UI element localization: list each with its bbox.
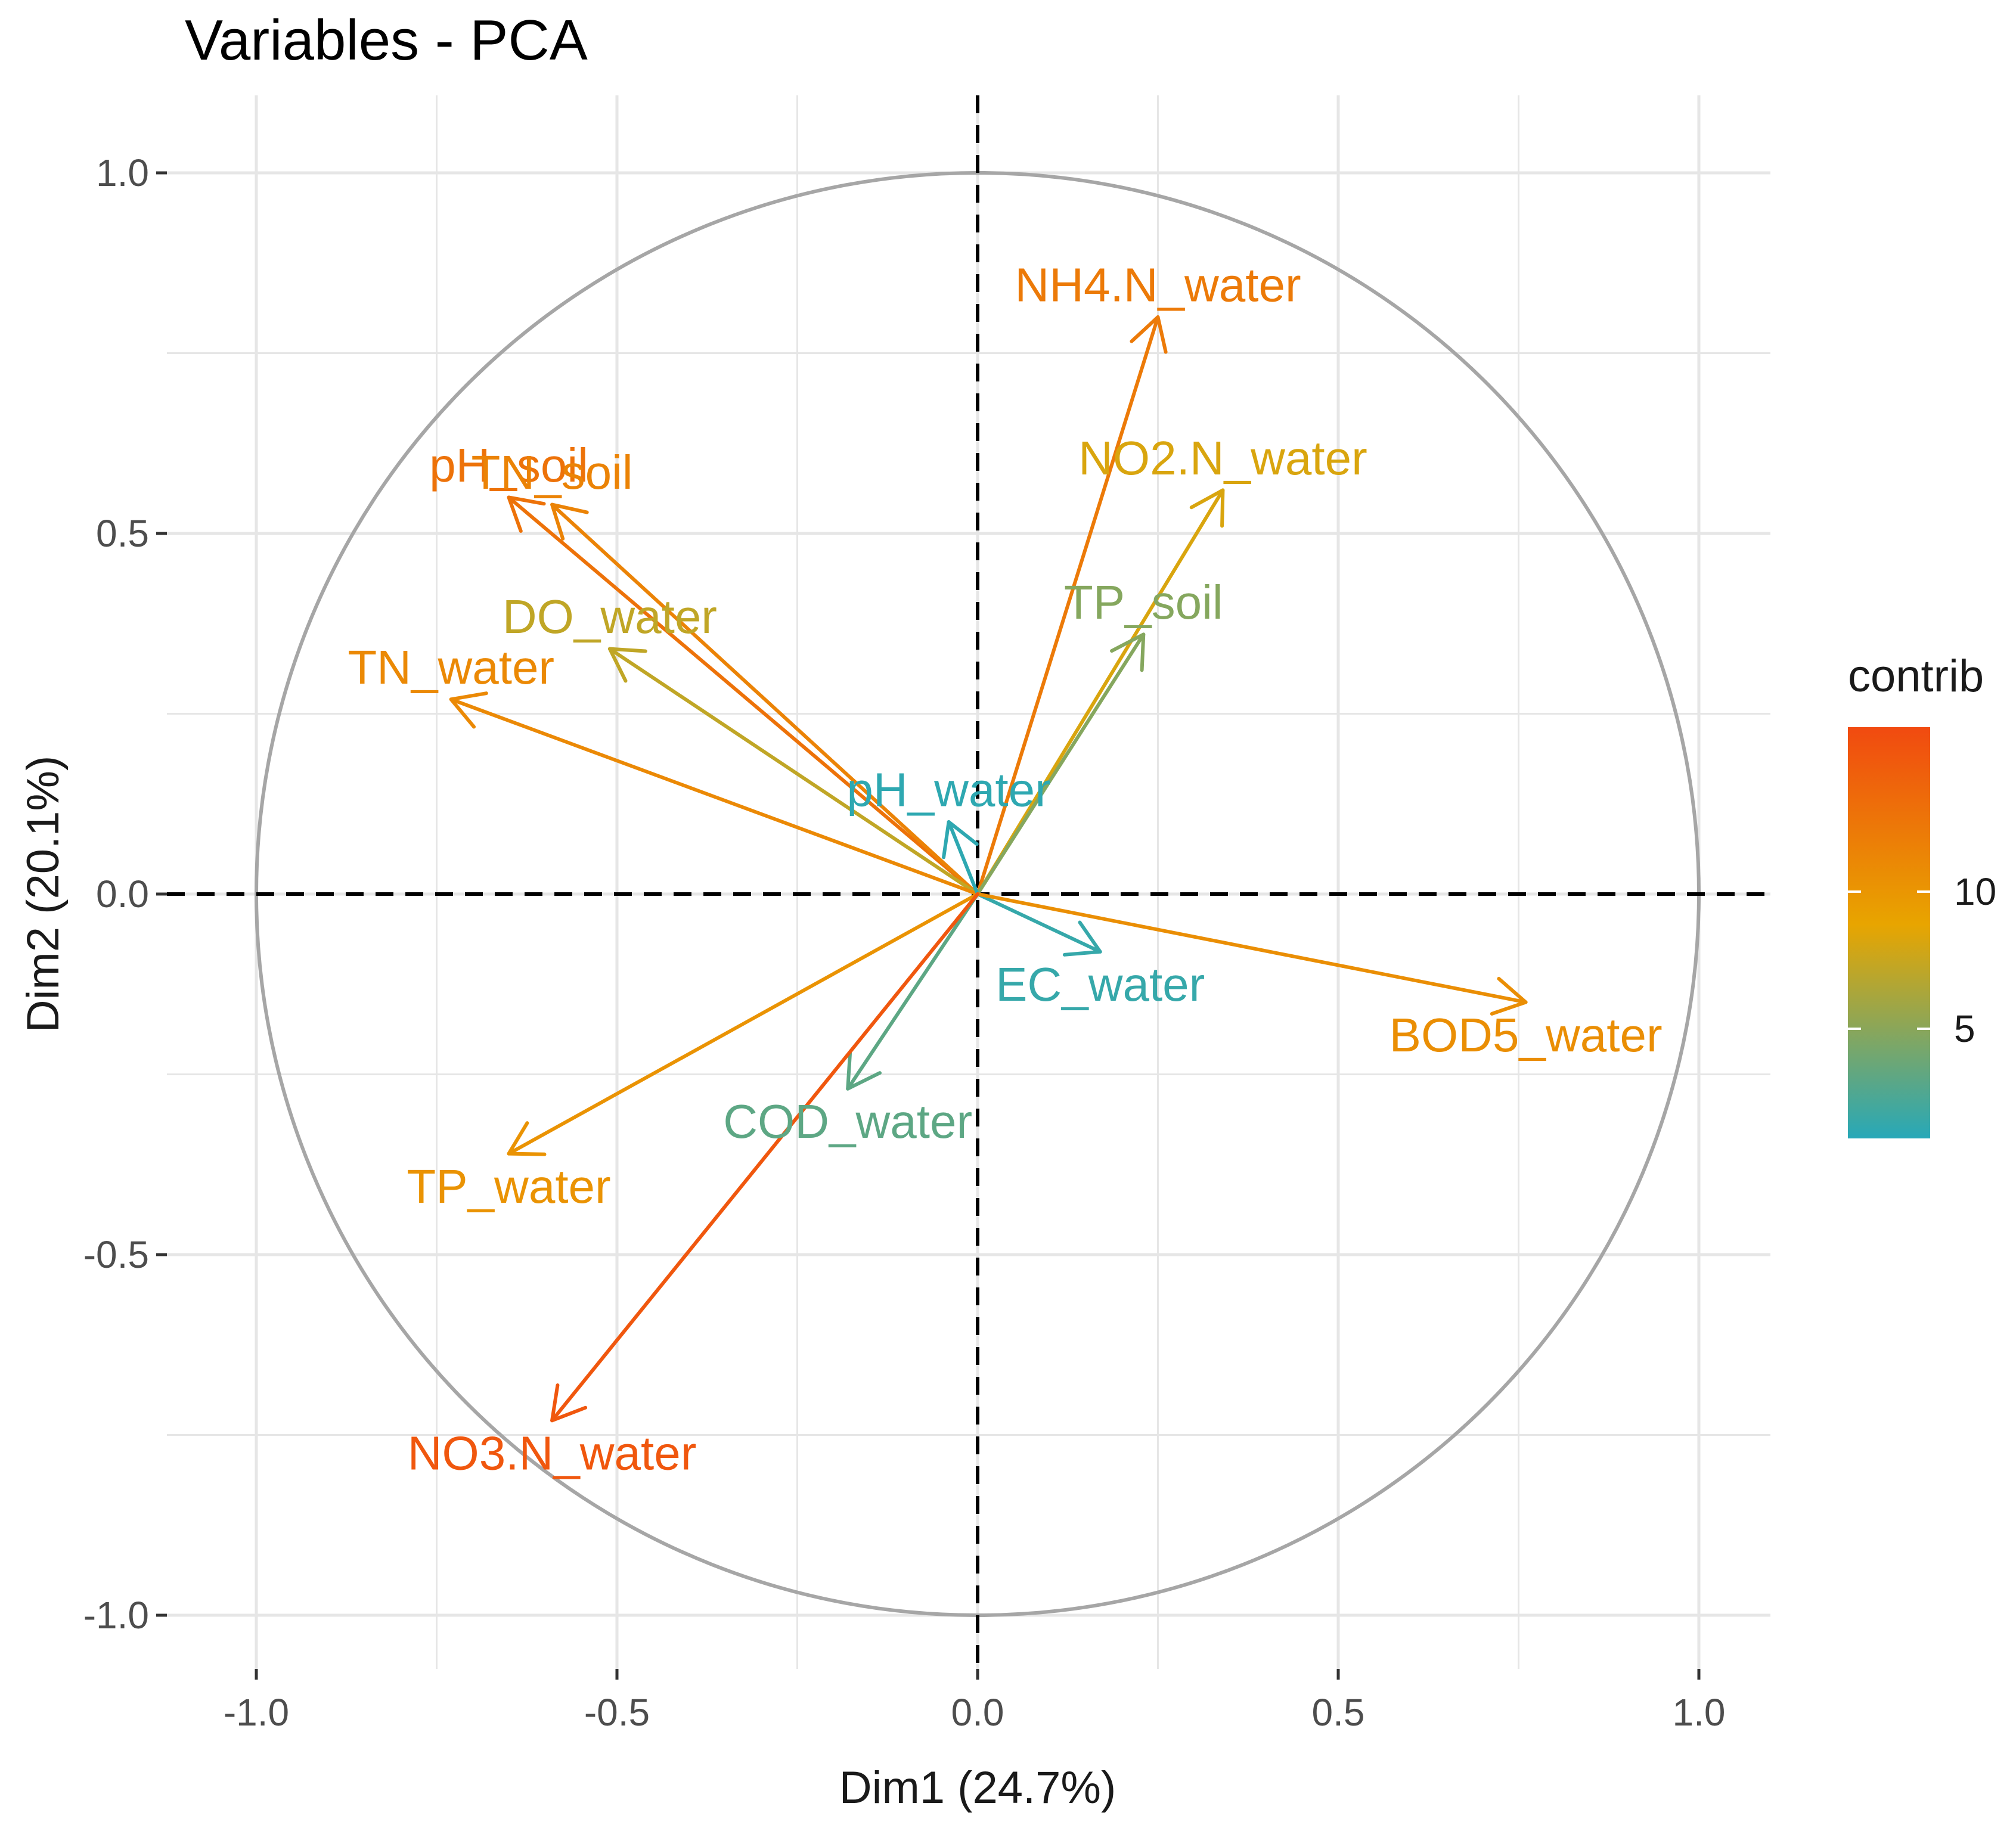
- arrowhead-ec-water: [1062, 920, 1102, 957]
- y-tick-label: 0.5: [96, 512, 149, 555]
- chart-title: Variables - PCA: [185, 8, 588, 72]
- variable-arrows: [449, 315, 1528, 1423]
- arrowhead-cod-water: [846, 1051, 882, 1091]
- label-no2-n-water: NO2.N_water: [1078, 432, 1367, 485]
- legend-ticks: 10 5: [1848, 870, 1996, 1050]
- arrow-bod5-water: [976, 892, 1528, 1004]
- arrowhead-do-water: [607, 647, 647, 683]
- y-tick-label: -0.5: [83, 1233, 149, 1276]
- arrow-ph-water: [947, 820, 979, 896]
- arrowhead-tp-soil: [1110, 632, 1146, 672]
- x-tick-label: 1.0: [1673, 1691, 1726, 1734]
- contrib-legend: contrib 10 5: [1848, 651, 1996, 1138]
- axis-ticks: -1.0 -0.5 0.0 0.5 1.0 1.0 0.5 0.0 -0.5 -1.0: [83, 151, 1726, 1734]
- arrow-ph-soil: [507, 495, 979, 896]
- label-tp-soil: TP_soil: [1064, 576, 1223, 629]
- arrow-cod-water: [846, 892, 979, 1091]
- legend-tick-label: 5: [1954, 1007, 1975, 1050]
- arrow-nh4-n-water: [976, 315, 1160, 896]
- arrow-tn-soil: [550, 502, 979, 896]
- zero-reference-lines: [167, 95, 1770, 1669]
- x-tick-label: 0.0: [951, 1691, 1004, 1734]
- arrowhead-bod5-water: [1490, 977, 1528, 1016]
- label-ph-water: pH_water: [846, 764, 1050, 817]
- arrowhead-nh4-n-water: [1130, 315, 1168, 354]
- arrowhead-tn-soil: [550, 502, 589, 541]
- arrow-tp-water: [507, 892, 979, 1156]
- x-tick-label: -0.5: [584, 1691, 650, 1734]
- label-ph-soil: pH_soil: [429, 439, 588, 492]
- label-bod5-water: BOD5_water: [1390, 1008, 1663, 1062]
- label-tn-water: TN_water: [348, 641, 554, 694]
- label-do-water: DO_water: [503, 590, 717, 643]
- label-tn-soil: TN_soil: [472, 446, 633, 499]
- label-cod-water: COD_water: [723, 1095, 972, 1148]
- legend-tick-label: 10: [1954, 870, 1996, 913]
- legend-colorbar: [1848, 727, 1930, 1138]
- label-ec-water: EC_water: [995, 958, 1205, 1011]
- label-no3-n-water: NO3.N_water: [408, 1427, 697, 1480]
- arrowhead-tn-water: [449, 691, 488, 729]
- y-tick-label: 0.0: [96, 873, 149, 916]
- arrowhead-no3-n-water: [550, 1383, 588, 1423]
- arrowhead-no2-n-water: [1189, 488, 1225, 528]
- x-axis-title: Dim1 (24.7%): [839, 1762, 1116, 1813]
- arrow-tn-water: [449, 697, 979, 896]
- arrow-no3-n-water: [550, 892, 979, 1423]
- y-tick-label: -1.0: [83, 1594, 149, 1637]
- x-tick-label: -1.0: [224, 1691, 289, 1734]
- arrowhead-ph-water: [942, 820, 979, 859]
- arrow-no2-n-water: [976, 488, 1225, 896]
- x-tick-label: 0.5: [1312, 1691, 1365, 1734]
- arrow-tp-soil: [976, 632, 1146, 896]
- y-axis-title: Dim2 (20.1%): [18, 756, 69, 1033]
- arrowhead-tp-water: [507, 1121, 547, 1156]
- label-tp-water: TP_water: [407, 1160, 610, 1213]
- legend-title: contrib: [1848, 651, 1984, 702]
- label-nh4-n-water: NH4.N_water: [1015, 259, 1301, 312]
- y-tick-label: 1.0: [96, 151, 149, 194]
- arrowhead-ph-soil: [507, 495, 546, 533]
- arrow-ec-water: [976, 892, 1102, 954]
- arrow-do-water: [607, 647, 979, 896]
